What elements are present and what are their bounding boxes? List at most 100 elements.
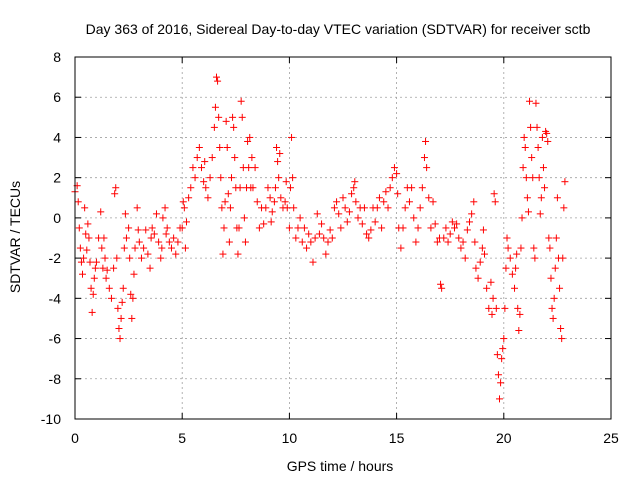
data-point xyxy=(410,214,418,222)
data-point xyxy=(210,123,218,131)
data-point xyxy=(251,164,259,172)
data-point xyxy=(116,335,124,343)
data-point xyxy=(550,294,558,302)
data-point xyxy=(500,335,508,343)
data-point xyxy=(266,194,274,202)
data-point xyxy=(309,258,317,266)
data-point xyxy=(478,244,486,252)
data-point xyxy=(499,345,507,353)
data-point xyxy=(496,395,504,403)
data-point xyxy=(197,164,205,172)
data-point xyxy=(320,234,328,242)
data-point xyxy=(118,298,126,306)
data-point xyxy=(110,264,118,272)
data-point xyxy=(268,208,276,216)
data-point xyxy=(526,97,534,105)
data-point xyxy=(339,194,347,202)
x-tick-label: 25 xyxy=(603,430,619,446)
data-point xyxy=(86,258,94,266)
data-point xyxy=(535,174,543,182)
data-point xyxy=(523,194,531,202)
data-point xyxy=(365,234,373,242)
data-point xyxy=(75,224,83,232)
data-point xyxy=(307,238,315,246)
data-point xyxy=(77,258,85,266)
data-point xyxy=(544,137,552,145)
y-tick-label: -8 xyxy=(49,371,62,387)
data-point xyxy=(215,113,223,121)
data-point xyxy=(211,103,219,111)
data-point xyxy=(113,254,121,262)
data-point xyxy=(558,335,566,343)
data-point xyxy=(201,158,209,166)
data-point xyxy=(80,254,88,262)
data-point xyxy=(83,246,91,254)
data-point xyxy=(159,214,167,222)
data-point xyxy=(79,270,87,278)
data-point xyxy=(208,154,216,162)
data-point xyxy=(322,250,330,258)
data-point xyxy=(551,264,559,272)
data-point xyxy=(131,244,139,252)
data-point xyxy=(371,218,379,226)
data-point xyxy=(88,308,96,316)
data-point xyxy=(147,234,155,242)
data-point xyxy=(121,210,129,218)
data-point xyxy=(178,224,186,232)
data-point xyxy=(423,164,431,172)
data-point xyxy=(524,208,532,216)
data-point xyxy=(134,226,142,234)
data-point xyxy=(283,204,291,212)
data-point xyxy=(202,184,210,192)
data-point xyxy=(99,264,107,272)
data-point xyxy=(324,238,332,246)
data-point xyxy=(519,164,527,172)
data-point xyxy=(237,97,245,105)
data-point xyxy=(217,174,225,182)
y-tick-label: 8 xyxy=(53,49,61,65)
y-tick-label: 2 xyxy=(53,170,61,186)
data-point xyxy=(490,190,498,198)
data-point xyxy=(311,234,319,242)
data-point xyxy=(220,224,228,232)
data-point xyxy=(315,230,323,238)
data-point xyxy=(228,174,236,182)
data-point xyxy=(360,204,368,212)
data-point xyxy=(100,234,108,242)
data-point xyxy=(89,290,97,298)
data-point xyxy=(513,250,521,258)
data-point xyxy=(111,190,119,198)
data-point xyxy=(229,113,237,121)
plot-frame xyxy=(74,56,612,420)
data-point xyxy=(518,214,526,222)
data-point xyxy=(273,144,281,151)
data-point xyxy=(504,244,512,252)
data-point xyxy=(394,190,402,198)
data-point xyxy=(303,244,311,252)
data-point xyxy=(468,210,476,218)
data-point xyxy=(129,294,137,302)
data-point xyxy=(234,250,242,258)
y-tick-label: -6 xyxy=(49,331,62,347)
data-point xyxy=(218,204,226,212)
data-point xyxy=(236,184,244,192)
data-point xyxy=(422,137,430,145)
data-point xyxy=(488,310,496,318)
data-point xyxy=(474,274,482,282)
data-point xyxy=(367,226,375,234)
data-point xyxy=(503,234,511,242)
data-point xyxy=(244,137,252,145)
data-point xyxy=(386,184,394,192)
data-point xyxy=(81,204,89,212)
data-point xyxy=(119,284,127,292)
data-point xyxy=(382,188,390,196)
data-point xyxy=(264,184,272,192)
x-tick-label: 10 xyxy=(282,430,298,446)
data-point xyxy=(224,190,232,198)
data-point xyxy=(425,194,433,202)
data-point xyxy=(157,254,165,262)
data-point xyxy=(427,224,435,232)
data-point xyxy=(498,355,506,363)
data-point xyxy=(235,224,243,232)
data-point xyxy=(405,198,413,206)
